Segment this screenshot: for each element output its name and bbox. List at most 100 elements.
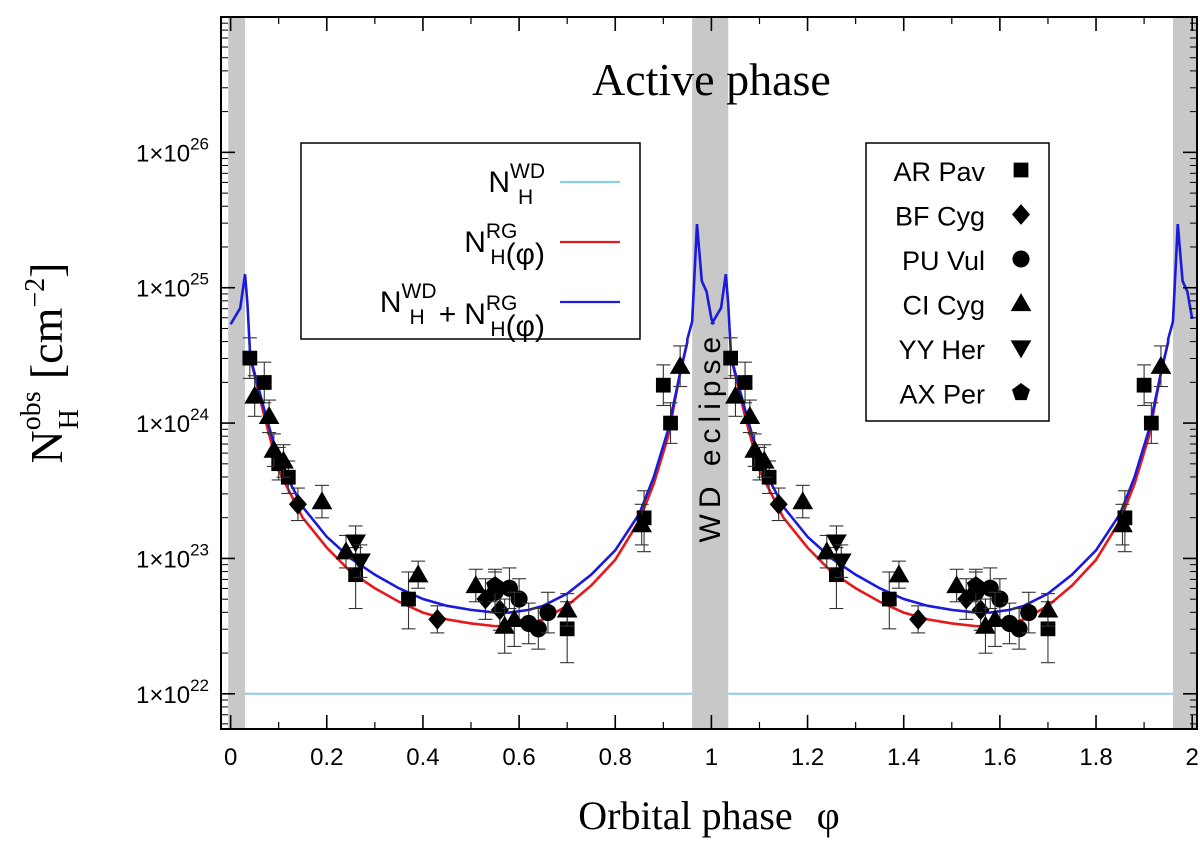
- shaded-region-2: [692, 17, 729, 729]
- data-point-ci-cyg: [273, 444, 294, 478]
- data-point-ci-cyg: [258, 399, 280, 434]
- legend-model-label: NRG H(φ): [464, 220, 545, 271]
- legend-star-ax-per: AX Per: [899, 380, 1030, 410]
- data-point-ci-cyg: [753, 444, 775, 478]
- y-axis-label: Nobs H[cm−2]: [16, 262, 85, 463]
- triangle-up-marker: [465, 575, 487, 594]
- circle-marker: [510, 590, 528, 608]
- square-marker: [663, 415, 678, 431]
- data-point-ci-cyg: [1112, 503, 1133, 546]
- data-point-ci-cyg: [888, 560, 910, 589]
- data-point-ci-cyg: [792, 484, 814, 519]
- circle-legend-icon: [1012, 250, 1030, 268]
- data-point-ci-cyg: [1150, 345, 1172, 388]
- data-point-ci-cyg: [739, 399, 761, 434]
- legend-model-label: NWD H + NRG H(φ): [380, 280, 545, 343]
- square-marker: [829, 567, 844, 583]
- chart-title: Active phase: [592, 54, 831, 105]
- square-legend-icon: [1013, 162, 1029, 178]
- data-point-ar-pav: [655, 364, 671, 407]
- triangle-up-marker: [946, 575, 967, 594]
- triangle-up-marker: [975, 615, 996, 634]
- data-point-ci-cyg: [244, 375, 266, 417]
- data-point-ax-per: [966, 568, 985, 603]
- triangle-down-marker: [830, 553, 852, 572]
- data-point-ci-cyg: [494, 598, 516, 654]
- data-point-ar-pav: [1143, 402, 1159, 444]
- triangle-up-marker: [556, 599, 578, 618]
- plot-frame: [220, 16, 1198, 730]
- x-tick-label: 1.4: [887, 744, 920, 771]
- pentagon-marker: [486, 576, 505, 594]
- data-point-ci-cyg: [669, 345, 691, 388]
- diamond-marker: [490, 599, 509, 621]
- data-point-ci-cyg: [946, 568, 967, 603]
- data-point-ci-cyg: [725, 375, 746, 417]
- legend-star-bf-cyg: BF Cyg: [895, 202, 1030, 232]
- pentagon-legend-icon: [1012, 383, 1030, 401]
- data-point-bf-cyg: [769, 487, 788, 522]
- x-tick-label: 0.2: [310, 744, 343, 771]
- triangle-up-marker: [631, 514, 653, 533]
- triangle-up-marker: [494, 615, 516, 634]
- shaded-region-3: [1172, 17, 1197, 729]
- square-marker: [655, 377, 671, 393]
- square-marker: [881, 591, 897, 607]
- triangle-down-marker: [345, 534, 366, 553]
- legend-model-sum: NWD H + NRG H(φ): [380, 280, 620, 343]
- data-point-ci-cyg: [631, 503, 653, 546]
- triangle-up-marker: [311, 491, 333, 510]
- x-tick-label: 1: [705, 744, 718, 771]
- data-point-ar-pav: [242, 337, 258, 379]
- data-point-ci-cyg: [407, 560, 429, 589]
- data-point-bf-cyg: [428, 605, 447, 634]
- triangle-up-marker: [258, 405, 280, 424]
- legend-model-wd: NWD H: [488, 160, 620, 209]
- x-axis-label: Orbital phase φ: [578, 793, 839, 838]
- triangle-up-marker: [739, 405, 761, 424]
- triangle-down-legend-icon: [1010, 340, 1032, 359]
- diamond-marker: [288, 493, 307, 515]
- circle-marker: [529, 620, 547, 638]
- square-marker: [401, 591, 416, 607]
- shaded-region-1: [228, 17, 246, 729]
- data-point-ci-cyg: [503, 591, 525, 647]
- data-point-ci-cyg: [311, 484, 333, 519]
- legend-star-label: BF Cyg: [895, 202, 985, 232]
- square-marker: [256, 375, 272, 390]
- y-tick-label: 1×1023: [136, 540, 209, 573]
- square-marker: [737, 375, 753, 390]
- data-point-ci-cyg: [556, 593, 578, 627]
- data-point-ar-pav: [559, 601, 575, 664]
- square-marker: [242, 350, 258, 366]
- circle-marker: [991, 590, 1009, 608]
- legend-star-ci-cyg: CI Cyg: [902, 291, 1032, 321]
- y-tick-label: 1×1025: [136, 270, 209, 303]
- data-point-ar-pav: [1136, 364, 1152, 407]
- legend-star-label: AR Pav: [893, 157, 985, 187]
- legend-star-label: CI Cyg: [902, 291, 985, 321]
- x-tick-label: 1.8: [1079, 744, 1112, 771]
- wd-eclipse-label: WD eclipse: [694, 331, 727, 543]
- triangle-up-marker: [503, 609, 525, 628]
- data-point-bf-cyg: [288, 487, 307, 522]
- legend-star-yy-her: YY Her: [898, 335, 1032, 365]
- data-point-pu-vul: [1020, 591, 1038, 634]
- square-marker: [1136, 377, 1152, 393]
- data-point-ci-cyg: [984, 591, 1006, 647]
- triangle-up-marker: [1112, 514, 1133, 533]
- legend-star-label: PU Vul: [902, 246, 985, 276]
- sum-model-curve-1: [229, 223, 715, 614]
- x-tick-label: 2: [1186, 744, 1199, 771]
- square-marker: [348, 567, 363, 583]
- triangle-up-marker: [244, 385, 266, 404]
- circle-marker: [1020, 604, 1038, 622]
- y-tick-label: 1×1026: [136, 134, 209, 167]
- diamond-marker: [428, 609, 447, 630]
- data-point-ar-pav: [663, 402, 678, 444]
- y-tick-label: 1×1022: [136, 676, 209, 709]
- square-marker: [1040, 621, 1056, 637]
- data-point-ar-pav: [723, 337, 739, 379]
- y-tick-label: 1×1024: [136, 405, 209, 438]
- x-tick-label: 1.2: [791, 744, 824, 771]
